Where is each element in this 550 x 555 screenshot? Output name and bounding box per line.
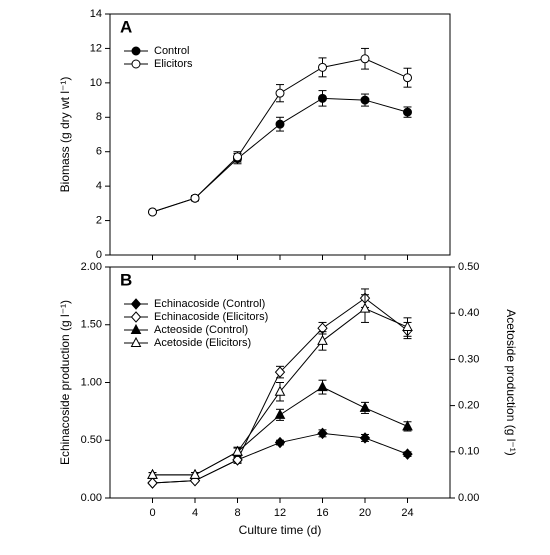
y2-tick-label: 0.00 — [458, 492, 479, 504]
legend-marker — [130, 323, 142, 334]
marker — [275, 119, 285, 129]
marker — [275, 88, 285, 98]
legend-label: Acteoside (Control) — [154, 324, 248, 336]
series-line — [152, 58, 408, 213]
y-tick-label: 6 — [96, 146, 102, 158]
marker — [233, 152, 242, 162]
marker — [148, 207, 157, 217]
y-tick-label: 1.00 — [81, 376, 102, 388]
legend-label: Elicitors — [154, 58, 193, 70]
marker — [317, 427, 328, 440]
marker — [274, 385, 286, 396]
y-axis-label: Echinacoside production (g l⁻¹) — [58, 300, 72, 465]
x-tick-label: 20 — [359, 507, 371, 519]
marker — [403, 107, 412, 117]
y2-tick-label: 0.10 — [458, 446, 479, 458]
marker — [402, 448, 413, 460]
x-tick-label: 24 — [401, 507, 413, 519]
marker — [403, 73, 412, 83]
x-tick-label: 16 — [316, 507, 328, 519]
y2-tick-label: 0.50 — [458, 261, 479, 273]
x-tick-label: 0 — [149, 507, 155, 519]
marker — [318, 62, 327, 72]
x-tick-label: 8 — [234, 507, 240, 519]
y-tick-label: 4 — [96, 180, 102, 192]
y-tick-label: 2.00 — [81, 261, 102, 273]
marker — [317, 334, 328, 345]
y-tick-label: 10 — [90, 77, 102, 89]
marker — [232, 445, 243, 456]
marker — [232, 454, 243, 466]
marker — [359, 432, 371, 444]
marker — [147, 477, 158, 489]
y2-tick-label: 0.40 — [458, 307, 479, 319]
marker — [189, 468, 201, 479]
marker — [147, 468, 158, 479]
marker — [402, 420, 413, 431]
y-axis-label: Biomass (g dry wt l⁻¹) — [58, 77, 72, 193]
y-tick-label: 1.50 — [81, 319, 102, 331]
panel-label: A — [120, 17, 132, 36]
panel-label: B — [120, 270, 132, 289]
series-line — [152, 97, 408, 213]
x-tick-label: 4 — [192, 507, 198, 519]
y2-axis-label: Acetoside production (g l⁻¹) — [504, 309, 518, 455]
legend-label: Echinacoside (Elicitors) — [154, 311, 268, 323]
x-axis-label: Culture time (d) — [239, 523, 322, 537]
legend-marker — [130, 298, 142, 310]
marker — [359, 401, 371, 412]
legend-marker — [131, 59, 141, 69]
marker — [274, 366, 286, 378]
y-tick-label: 8 — [96, 111, 102, 123]
y-tick-label: 2 — [96, 214, 102, 226]
legend-label: Control — [154, 45, 189, 57]
y-tick-label: 0.00 — [81, 492, 102, 504]
legend-label: Echinacoside (Control) — [154, 298, 265, 310]
legend-label: Acetoside (Elicitors) — [154, 337, 251, 349]
legend-marker — [131, 46, 141, 56]
marker — [190, 193, 200, 203]
marker — [359, 302, 371, 313]
marker — [274, 436, 286, 449]
y-tick-label: 14 — [90, 8, 102, 20]
marker — [360, 95, 370, 105]
marker — [318, 93, 327, 103]
y2-tick-label: 0.20 — [458, 400, 479, 412]
legend-marker — [130, 311, 142, 323]
marker — [402, 320, 413, 332]
y-tick-label: 0.50 — [81, 434, 102, 446]
marker — [360, 54, 370, 64]
x-tick-label: 12 — [274, 507, 286, 519]
marker — [317, 381, 328, 392]
y2-tick-label: 0.30 — [458, 353, 479, 365]
legend-marker — [130, 336, 142, 347]
y-tick-label: 0 — [96, 249, 102, 261]
marker — [274, 408, 286, 419]
y-tick-label: 12 — [90, 42, 102, 54]
